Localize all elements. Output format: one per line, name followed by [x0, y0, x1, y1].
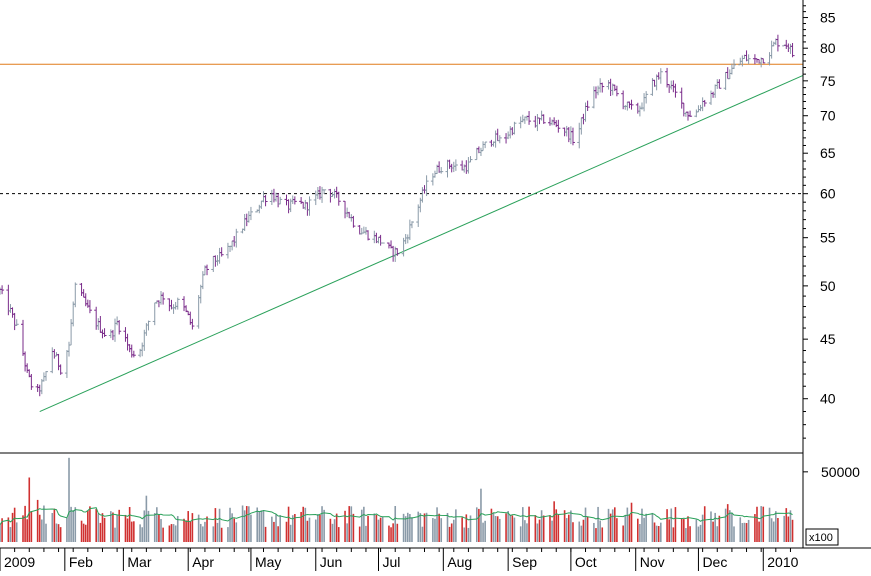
y-tick-label: 75 — [820, 73, 836, 89]
ohlc-bar — [87, 300, 92, 314]
x-tick-label: 2010 — [767, 554, 798, 570]
y-tick-label: 55 — [820, 230, 836, 246]
ohlc-bar — [409, 221, 414, 229]
x-tick-label: Jun — [320, 554, 343, 570]
ohlc-bar — [527, 111, 532, 125]
ohlc-bar — [629, 99, 634, 110]
x-tick-label: Aug — [447, 554, 472, 570]
ohlc-bar — [322, 189, 327, 194]
ohlc-bar — [556, 119, 561, 133]
ohlc-bar — [0, 285, 5, 295]
ohlc-bar — [688, 110, 693, 117]
ohlc-bar — [29, 373, 34, 390]
ohlc-bar — [746, 54, 751, 65]
y-tick-label: 80 — [820, 40, 836, 56]
y-tick-label: 60 — [820, 186, 836, 202]
ohlc-bar — [497, 135, 502, 144]
ohlc-bar — [278, 196, 283, 205]
ohlc-bar — [600, 82, 605, 93]
y-tick-label: 40 — [820, 391, 836, 407]
ohlc-bar — [131, 350, 136, 358]
volume-moving-average — [0, 507, 793, 526]
ohlc-bar — [512, 121, 517, 135]
ohlc-bar — [761, 58, 766, 64]
ohlc-bar — [219, 247, 224, 257]
ohlc-bar — [775, 34, 780, 52]
ohlc-bar — [541, 114, 546, 124]
ohlc-bar — [205, 264, 210, 276]
ohlc-bar — [146, 320, 151, 331]
x-tick-label: 2009 — [4, 554, 35, 570]
ohlc-bar — [570, 127, 575, 146]
ohlc-bar — [234, 228, 239, 248]
x-tick-label: Jul — [382, 554, 400, 570]
ohlc-bar — [614, 85, 619, 97]
ohlc-bar — [483, 141, 488, 149]
y-tick-label: 45 — [820, 331, 836, 347]
volume-unit-label: x100 — [809, 532, 833, 544]
y-tick-label: 50 — [820, 278, 836, 294]
x-tick-label: May — [255, 554, 281, 570]
x-tick-label: Oct — [575, 554, 597, 570]
ohlc-bar — [307, 196, 312, 216]
ohlc-bar — [424, 175, 429, 197]
ohlc-bar — [658, 68, 663, 84]
ohlc-bar — [14, 319, 19, 326]
y-tick-label: 65 — [820, 145, 836, 161]
volume-unit-box — [805, 528, 839, 546]
y-tick-label: 85 — [820, 10, 836, 26]
ohlc-bar — [395, 248, 400, 256]
ohlc-bar — [175, 297, 180, 310]
x-tick-label: Apr — [192, 554, 214, 570]
price-panel — [0, 34, 804, 412]
ohlc-bar — [366, 230, 371, 241]
ohlc-bar — [73, 282, 78, 308]
ohlc-bar — [731, 59, 736, 69]
ohlc-bar — [439, 167, 444, 174]
ohlc-bar — [58, 364, 63, 375]
ohlc-bar — [380, 242, 385, 244]
volume-y-tick-label: 50000 — [821, 464, 860, 480]
x-tick-label: Sep — [512, 554, 537, 570]
ohlc-bar — [161, 292, 166, 305]
ohlc-bar — [292, 196, 297, 205]
x-tick-label: Nov — [640, 554, 665, 570]
ohlc-bar — [453, 159, 458, 171]
y-tick-label: 70 — [820, 108, 836, 124]
ohlc-bar — [263, 195, 268, 207]
ohlc-bar — [585, 100, 590, 111]
ohlc-bar — [673, 83, 678, 98]
ohlc-bar — [717, 79, 722, 89]
x-tick-label: Dec — [702, 554, 727, 570]
ohlc-bar — [644, 91, 649, 104]
ohlc-bar — [702, 99, 707, 107]
ohlc-bar — [468, 156, 473, 163]
ohlc-bar — [44, 371, 49, 381]
ohlc-bar — [117, 320, 122, 335]
x-tick-label: Feb — [69, 554, 93, 570]
ohlc-bar — [336, 191, 341, 206]
volume-panel — [0, 457, 794, 542]
ohlc-bar — [351, 215, 356, 228]
trendline — [39, 75, 804, 412]
ohlc-bar — [790, 43, 795, 58]
ohlc-bar — [102, 328, 107, 337]
ohlc-bar — [248, 206, 253, 221]
x-tick-label: Mar — [127, 554, 151, 570]
ohlc-bar — [190, 318, 195, 330]
